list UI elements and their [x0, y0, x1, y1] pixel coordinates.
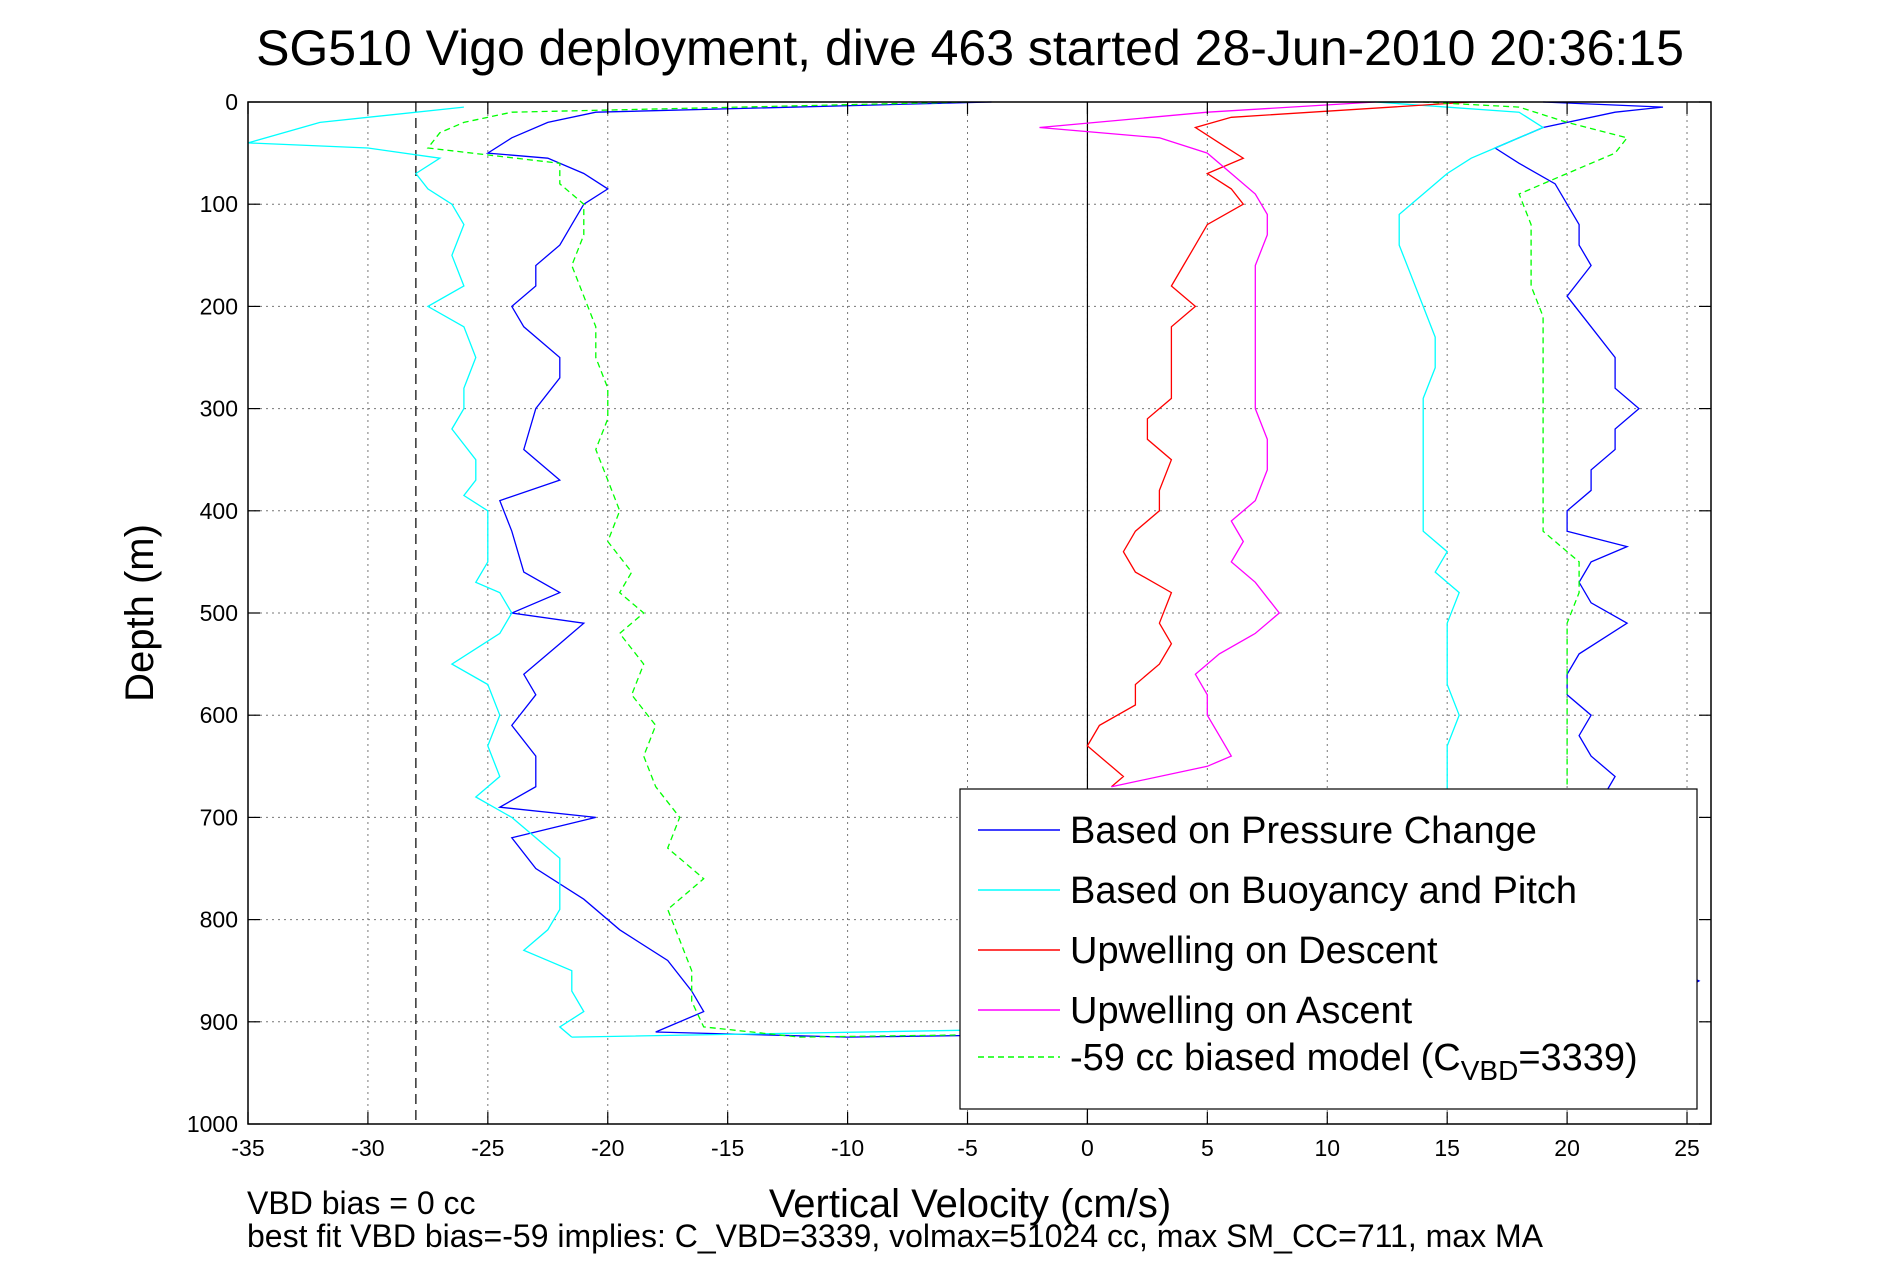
y-tick-label: 800: [200, 907, 238, 933]
y-tick-label: 300: [200, 396, 238, 422]
x-tick-label: -20: [591, 1135, 624, 1161]
x-tick-label: -10: [831, 1135, 864, 1161]
x-tick-label: 5: [1201, 1135, 1214, 1161]
series-line-2: [1086, 101, 1472, 788]
x-tick-label: -25: [471, 1135, 504, 1161]
x-tick-label: 10: [1314, 1135, 1340, 1161]
chart-title: SG510 Vigo deployment, dive 463 started …: [256, 20, 1684, 76]
legend: Based on Pressure Change Based on Buoyanc…: [959, 788, 1698, 1110]
legend-box: [959, 788, 1698, 1110]
note-best-fit: best fit VBD bias=-59 implies: C_VBD=333…: [247, 1218, 1544, 1254]
series-line-4: [426, 101, 968, 1038]
legend-label-3: Upwelling on Ascent: [1070, 990, 1413, 1032]
y-tick-label: 400: [200, 498, 238, 524]
x-tick-label: 15: [1434, 1135, 1460, 1161]
x-axis-label: Vertical Velocity (cm/s): [769, 1182, 1171, 1226]
x-tick-label: 0: [1081, 1135, 1094, 1161]
y-tick-label: 200: [200, 293, 238, 319]
y-tick-label: 1000: [187, 1111, 238, 1137]
y-tick-label: 500: [200, 600, 238, 626]
y-tick-label: 900: [200, 1009, 238, 1035]
legend-label-0: Based on Pressure Change: [1070, 810, 1537, 852]
x-tick-label: 20: [1554, 1135, 1580, 1161]
y-axis-label: Depth (m): [118, 524, 162, 702]
series-line-3: [1039, 101, 1376, 788]
x-tick-label: -30: [351, 1135, 384, 1161]
y-tick-label: 600: [200, 702, 238, 728]
legend-label-2: Upwelling on Descent: [1070, 930, 1438, 972]
series-line-1: [247, 106, 585, 1038]
legend-label-4: -59 cc biased model (CVBD=3339): [1070, 1037, 1638, 1086]
series-line-0: [485, 101, 992, 1038]
x-tick-label: -15: [711, 1135, 744, 1161]
y-tick-label: 700: [200, 804, 238, 830]
x-axis-ticks: -35 -30 -25 -20 -15 -10 -5 0 5 10 15 20 25: [231, 102, 1700, 1161]
series-lines: [247, 101, 1701, 1038]
x-tick-label: -35: [231, 1135, 264, 1161]
x-tick-label: -5: [957, 1135, 977, 1161]
y-tick-label: 100: [200, 191, 238, 217]
y-axis-ticks: 0 100 200 300 400 500 600 700 800 900 1000: [187, 89, 1711, 1137]
note-vbd-bias: VBD bias = 0 cc: [247, 1185, 476, 1221]
legend-label-1: Based on Buoyancy and Pitch: [1070, 870, 1577, 912]
x-tick-label: 25: [1674, 1135, 1700, 1161]
y-tick-label: 0: [225, 89, 238, 115]
